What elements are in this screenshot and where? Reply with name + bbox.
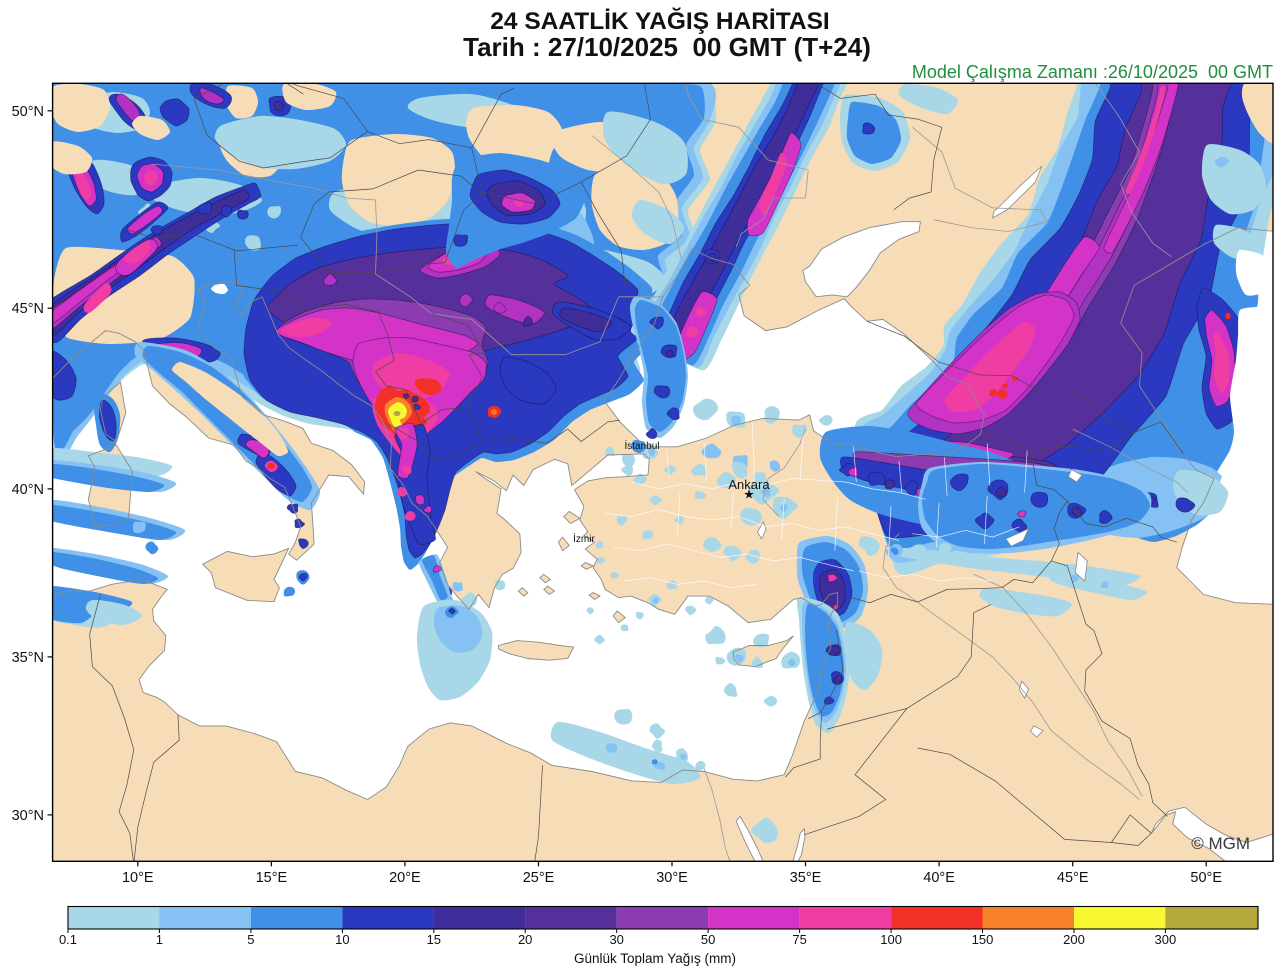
svg-text:15°E: 15°E	[256, 870, 288, 886]
svg-text:20: 20	[518, 932, 532, 947]
svg-text:İzmir: İzmir	[573, 532, 595, 545]
svg-text:45°N: 45°N	[12, 301, 44, 317]
svg-text:50°N: 50°N	[12, 104, 44, 120]
svg-text:1: 1	[156, 932, 163, 947]
svg-text:300: 300	[1155, 932, 1177, 947]
svg-text:45°E: 45°E	[1057, 870, 1089, 886]
svg-text:50°E: 50°E	[1190, 870, 1222, 886]
svg-text:24 SAATLİK YAĞIŞ HARİTASI: 24 SAATLİK YAĞIŞ HARİTASI	[490, 7, 829, 35]
svg-text:30: 30	[609, 932, 623, 947]
svg-text:75: 75	[792, 932, 806, 947]
svg-text:Tarih : 27/10/2025 00 GMT (T+: Tarih : 27/10/2025 00 GMT (T+24)	[463, 32, 871, 62]
svg-text:100: 100	[880, 932, 902, 947]
svg-text:20°E: 20°E	[389, 870, 421, 886]
svg-text:25°E: 25°E	[523, 870, 555, 886]
svg-text:40°N: 40°N	[12, 482, 44, 498]
svg-text:40°E: 40°E	[923, 870, 955, 886]
svg-text:35°N: 35°N	[12, 650, 44, 666]
svg-text:10°E: 10°E	[122, 870, 154, 886]
svg-text:30°N: 30°N	[12, 808, 44, 824]
svg-text:© MGM: © MGM	[1191, 834, 1250, 853]
svg-text:Günlük Toplam Yağış (mm): Günlük Toplam Yağış (mm)	[574, 951, 736, 966]
svg-text:35°E: 35°E	[790, 870, 822, 886]
svg-text:Model Çalışma Zamanı :26/10/20: Model Çalışma Zamanı :26/10/2025 00 GMT	[912, 62, 1273, 82]
svg-text:0.1: 0.1	[59, 932, 77, 947]
svg-text:15: 15	[427, 932, 441, 947]
svg-text:5: 5	[247, 932, 254, 947]
svg-text:30°E: 30°E	[656, 870, 688, 886]
svg-text:İstanbul: İstanbul	[624, 439, 659, 452]
svg-text:Ankara: Ankara	[728, 477, 770, 492]
svg-text:10: 10	[335, 932, 349, 947]
svg-text:150: 150	[972, 932, 994, 947]
svg-text:200: 200	[1063, 932, 1085, 947]
svg-text:50: 50	[701, 932, 715, 947]
